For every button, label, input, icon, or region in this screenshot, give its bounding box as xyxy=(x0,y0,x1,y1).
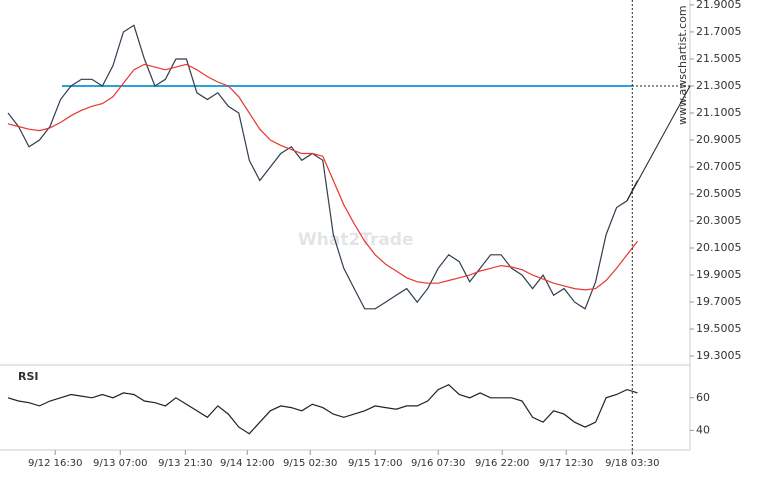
y-tick-label: 21.9005 xyxy=(696,0,742,11)
x-tick-label: 9/12 16:30 xyxy=(28,458,82,469)
y-tick-label: 19.9005 xyxy=(696,268,742,281)
price-line xyxy=(7,383,638,435)
y-tick-label: 21.3005 xyxy=(696,79,742,92)
x-tick-label: 9/13 07:00 xyxy=(93,458,147,469)
rsi-title: RSI xyxy=(18,370,39,383)
y-tick-label: 19.3005 xyxy=(696,349,742,362)
arrow-line xyxy=(626,85,691,202)
x-tick-label: 9/13 21:30 xyxy=(158,458,212,469)
y-tick-label: 20.5005 xyxy=(696,187,742,200)
y-tick-label: 19.7005 xyxy=(696,295,742,308)
x-tick-label: 9/16 07:30 xyxy=(411,458,465,469)
y-tick-label: 40 xyxy=(696,423,710,436)
y-tick-label: 21.5005 xyxy=(696,52,742,65)
x-tick-label: 9/15 02:30 xyxy=(283,458,337,469)
y-tick-label: 20.1005 xyxy=(696,241,742,254)
y-tick-label: 19.5005 xyxy=(696,322,742,335)
price-line xyxy=(7,24,639,310)
watermark: What2Trade xyxy=(298,230,414,250)
source-label: www.awschartist.com xyxy=(676,5,689,125)
y-tick-label: 21.7005 xyxy=(696,25,742,38)
x-tick-label: 9/16 22:00 xyxy=(475,458,529,469)
y-tick-label: 20.3005 xyxy=(696,214,742,227)
x-tick-label: 9/18 03:30 xyxy=(605,458,659,469)
x-tick-label: 9/14 12:00 xyxy=(220,458,274,469)
y-tick-label: 20.9005 xyxy=(696,133,742,146)
y-tick-label: 20.7005 xyxy=(696,160,742,173)
x-tick-label: 9/15 17:00 xyxy=(348,458,402,469)
x-tick-label: 9/17 12:30 xyxy=(539,458,593,469)
price-line xyxy=(7,63,638,291)
y-tick-label: 21.1005 xyxy=(696,106,742,119)
y-tick-label: 60 xyxy=(696,391,710,404)
